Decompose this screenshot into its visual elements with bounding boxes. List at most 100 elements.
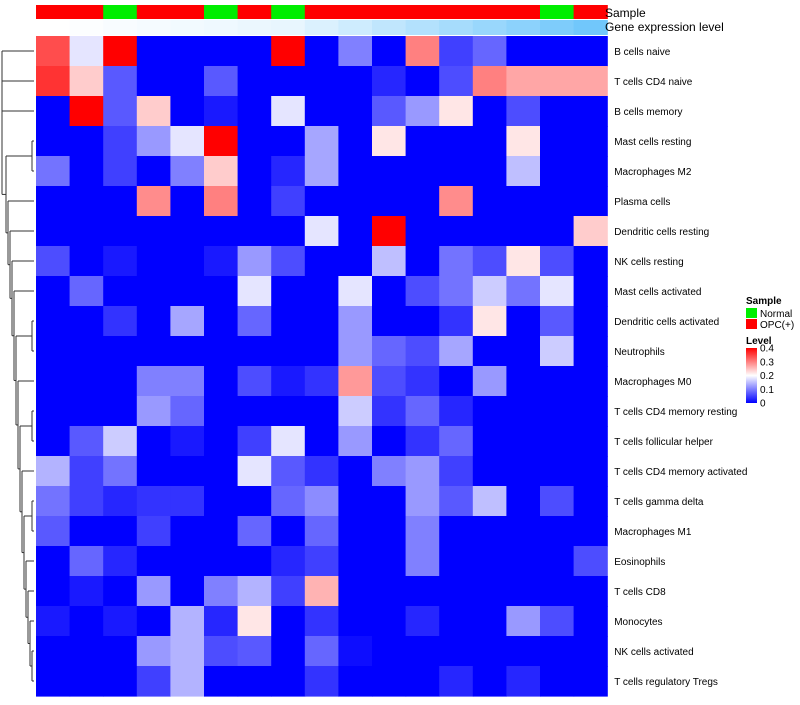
heatmap-cell — [540, 306, 575, 337]
level-anno-cell — [271, 20, 306, 35]
heatmap-cell — [237, 156, 272, 187]
heatmap-cell — [472, 636, 507, 667]
heatmap-cell — [338, 636, 373, 667]
heatmap-cell — [439, 306, 474, 337]
heatmap-cell — [69, 216, 104, 247]
heatmap-cell — [472, 126, 507, 157]
heatmap-cell — [372, 516, 407, 547]
heatmap-cell — [237, 636, 272, 667]
row-label: Macrophages M2 — [614, 167, 692, 178]
heatmap-cell — [439, 156, 474, 187]
heatmap-cell — [506, 96, 541, 127]
heatmap-cells — [36, 36, 608, 697]
heatmap-cell — [103, 606, 138, 637]
heatmap-cell — [204, 96, 239, 127]
legend-opc-swatch — [746, 319, 757, 329]
heatmap-cell — [405, 156, 440, 187]
level-anno-cell — [506, 20, 541, 35]
heatmap-cell — [237, 246, 272, 277]
heatmap-cell — [439, 366, 474, 397]
heatmap-cell — [304, 306, 339, 337]
heatmap-cell — [204, 546, 239, 577]
heatmap-cell — [170, 576, 205, 607]
heatmap-cell — [372, 486, 407, 517]
heatmap-cell — [103, 216, 138, 247]
heatmap-cell — [439, 666, 474, 697]
heatmap-cell — [103, 486, 138, 517]
heatmap-cell — [439, 216, 474, 247]
heatmap-cell — [136, 216, 171, 247]
row-label: T cells CD4 naive — [614, 77, 693, 88]
heatmap-cell — [338, 276, 373, 307]
heatmap-cell — [237, 456, 272, 487]
heatmap-cell — [237, 96, 272, 127]
heatmap-cell — [237, 666, 272, 697]
level-anno-cell — [372, 20, 407, 35]
heatmap-cell — [506, 636, 541, 667]
heatmap-cell — [472, 546, 507, 577]
heatmap-cell — [36, 606, 71, 637]
heatmap-cell — [136, 396, 171, 427]
sample-annotation-track — [36, 5, 608, 19]
heatmap-cell — [36, 516, 71, 547]
heatmap-cell — [103, 636, 138, 667]
heatmap-cell — [36, 396, 71, 427]
heatmap-cell — [204, 216, 239, 247]
heatmap-cell — [304, 246, 339, 277]
heatmap-cell — [103, 126, 138, 157]
row-label: T cells CD4 memory activated — [614, 467, 747, 478]
heatmap-cell — [36, 186, 71, 217]
heatmap-cell — [405, 216, 440, 247]
level-tick-label: 0.1 — [760, 385, 774, 396]
heatmap-cell — [472, 666, 507, 697]
heatmap-cell — [405, 426, 440, 457]
heatmap-cell — [540, 606, 575, 637]
heatmap-cell — [472, 516, 507, 547]
heatmap-cell — [540, 636, 575, 667]
heatmap-cell — [506, 546, 541, 577]
heatmap-cell — [573, 456, 608, 487]
heatmap-cell — [136, 96, 171, 127]
heatmap-cell — [405, 66, 440, 97]
heatmap-cell — [136, 276, 171, 307]
sample-anno-cell — [136, 5, 171, 19]
heatmap-cell — [540, 156, 575, 187]
heatmap-cell — [372, 306, 407, 337]
heatmap-cell — [170, 156, 205, 187]
legend-normal-swatch — [746, 308, 757, 318]
heatmap-cell — [573, 246, 608, 277]
heatmap-cell — [170, 546, 205, 577]
heatmap-cell — [439, 96, 474, 127]
row-label: Plasma cells — [614, 197, 670, 208]
heatmap-cell — [170, 486, 205, 517]
heatmap-cell — [338, 246, 373, 277]
heatmap-cell — [506, 426, 541, 457]
heatmap-cell — [36, 276, 71, 307]
heatmap-cell — [103, 96, 138, 127]
heatmap-cell — [540, 426, 575, 457]
heatmap-cell — [573, 486, 608, 517]
heatmap-cell — [304, 276, 339, 307]
heatmap-cell — [439, 546, 474, 577]
heatmap-cell — [372, 66, 407, 97]
row-dendrogram — [1, 50, 34, 682]
heatmap-cell — [304, 126, 339, 157]
heatmap-cell — [271, 246, 306, 277]
level-anno-cell — [36, 20, 71, 35]
heatmap-cell — [573, 36, 608, 67]
heatmap-cell — [170, 66, 205, 97]
level-tick-label: 0.2 — [760, 371, 774, 382]
heatmap-cell — [204, 666, 239, 697]
heatmap-cell — [103, 396, 138, 427]
heatmap-cell — [472, 306, 507, 337]
heatmap-cell — [405, 636, 440, 667]
heatmap-cell — [304, 336, 339, 367]
gene-expression-level-track — [36, 20, 608, 35]
heatmap-cell — [237, 186, 272, 217]
heatmap-cell — [372, 276, 407, 307]
heatmap-cell — [540, 666, 575, 697]
heatmap-cell — [472, 576, 507, 607]
heatmap-cell — [405, 36, 440, 67]
heatmap-cell — [338, 96, 373, 127]
